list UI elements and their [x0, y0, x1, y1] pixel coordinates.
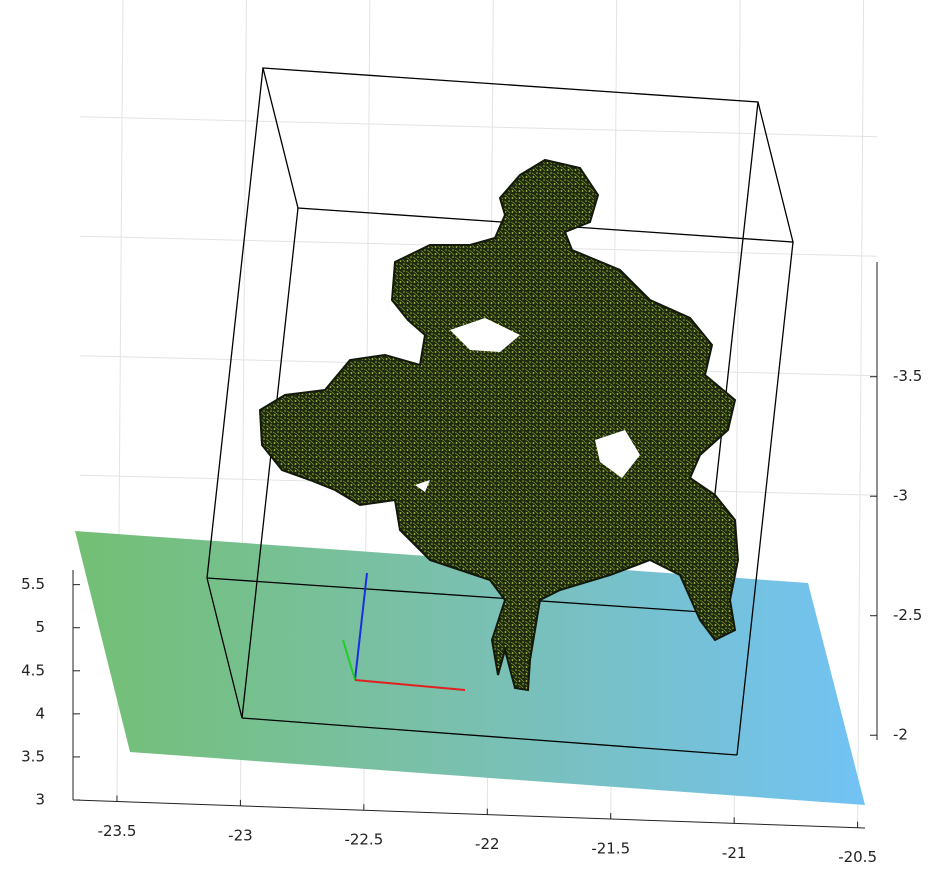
chart: -23.5 -23 -22.5 -22 -21.5 -21 -20.5 3 3.5 4 4.5 5 5.…	[0, 0, 950, 882]
y-tick-label: 5.5	[21, 575, 45, 593]
z-grid-line	[80, 117, 877, 137]
y-tick-label: 4	[35, 704, 45, 722]
x-tick-label: -22.5	[344, 831, 383, 849]
x-tick-label: -21	[722, 844, 747, 862]
z-tick-label: -2	[893, 726, 908, 744]
x-grid-line	[858, 0, 864, 828]
x-tick-label: -23	[228, 826, 253, 844]
x-tick-label: -23.5	[98, 822, 137, 840]
y-tick-label: 4.5	[21, 661, 45, 679]
y-tick-label: 5	[35, 618, 45, 636]
x-tick-label: -21.5	[591, 839, 630, 857]
z-tick-label: -3.5	[893, 367, 922, 385]
x-tick-label: -22	[475, 835, 500, 853]
z-tick-label: -2.5	[893, 606, 922, 624]
x-tick-label: -20.5	[838, 848, 877, 866]
z-tick-label: -3	[893, 487, 908, 505]
x-axis-line	[75, 800, 865, 828]
y-tick-label: 3.5	[21, 747, 45, 765]
y-tick-label: 3	[35, 791, 45, 809]
